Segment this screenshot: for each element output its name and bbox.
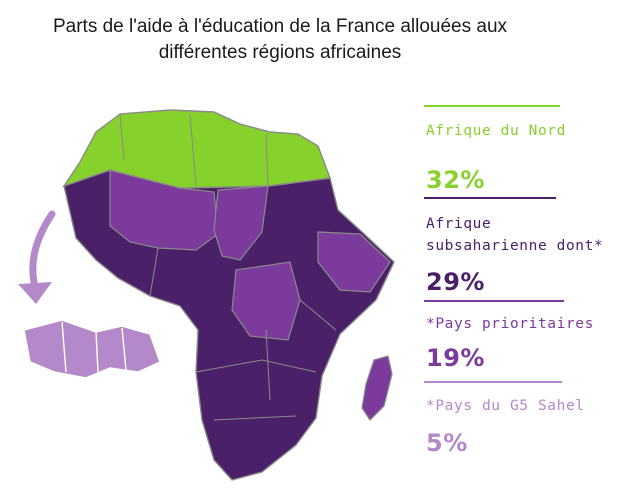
region-priority-madagascar — [361, 355, 393, 421]
title-line-2: différentes régions africaines — [158, 42, 402, 63]
sahel-borders — [61, 321, 127, 373]
title-line-1: Parts de l'aide à l'éducation de la Fran… — [52, 16, 508, 37]
region-priority-drc — [231, 261, 301, 341]
country-borders — [149, 247, 337, 421]
region-north-africa — [62, 109, 331, 189]
north-borders — [119, 113, 269, 187]
arrow-head-icon — [18, 282, 52, 304]
g5-sahel-map-icon — [23, 319, 161, 379]
curved-arrow-icon — [29, 210, 56, 286]
chart-title: Parts de l'aide à l'éducation de la Fran… — [20, 14, 540, 66]
region-priority-west — [109, 169, 219, 251]
region-priority-east — [317, 231, 391, 293]
